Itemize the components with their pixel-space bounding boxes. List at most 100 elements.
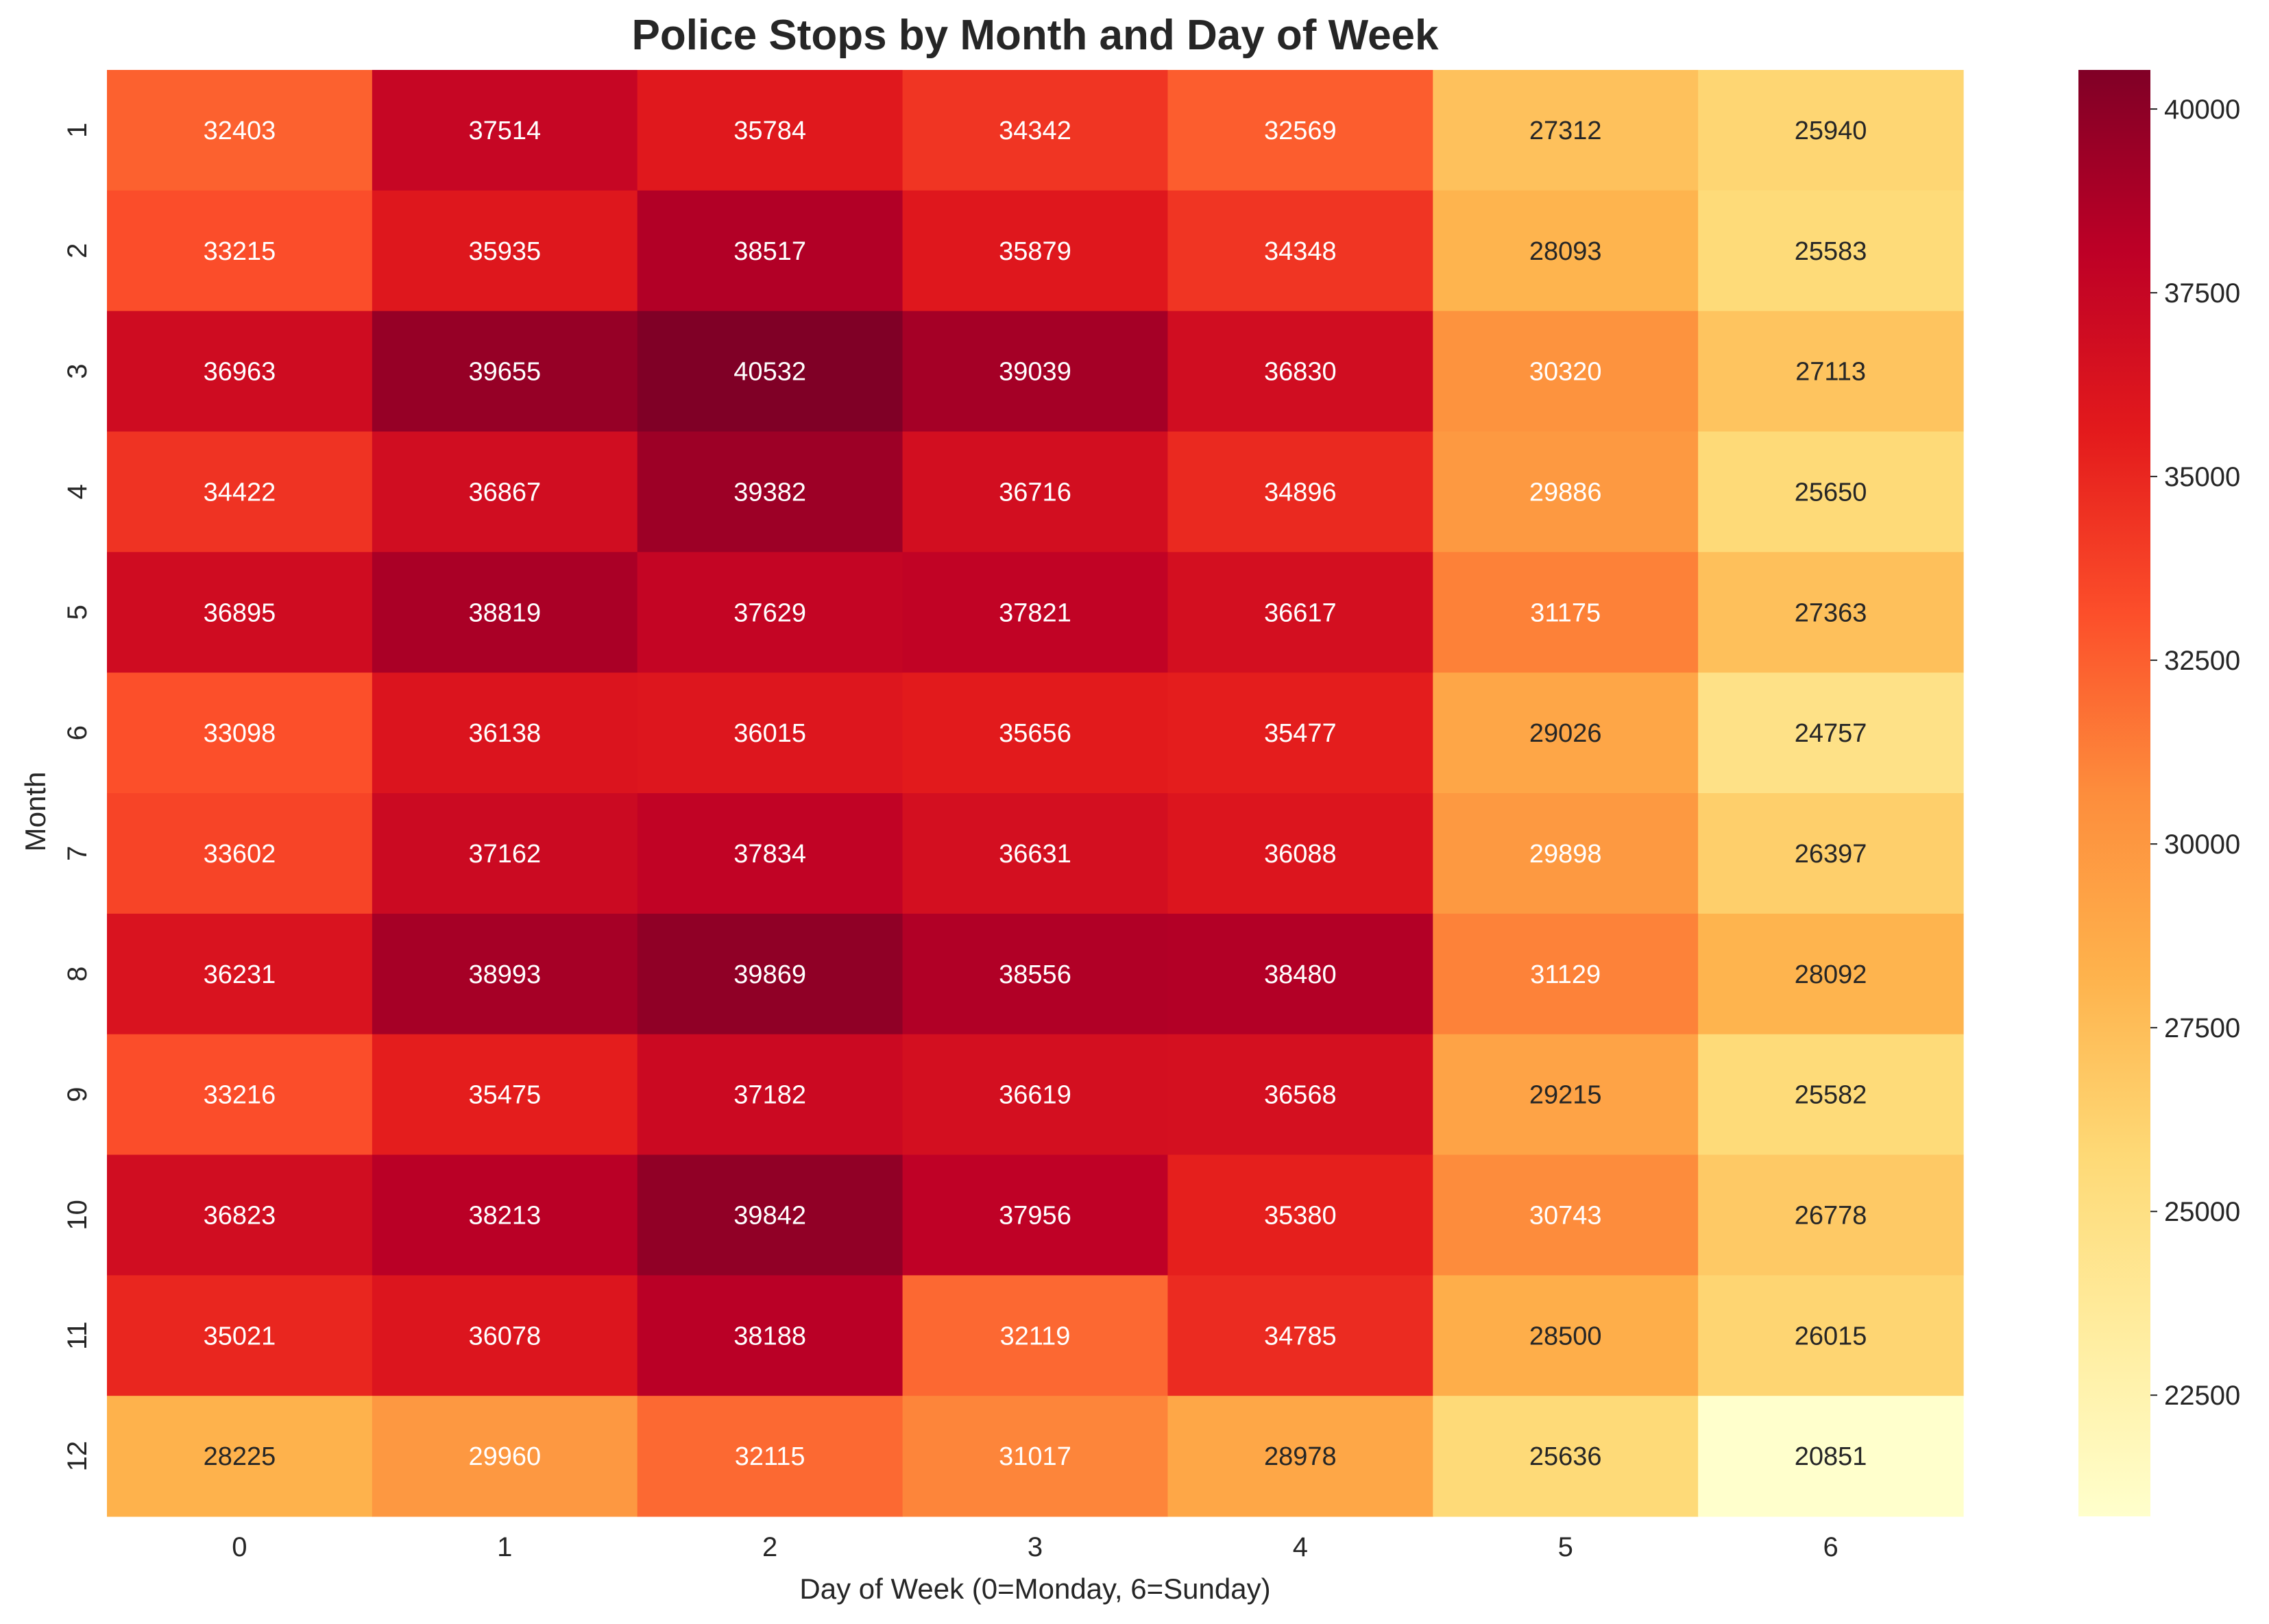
cell-value-label: 36231 [204,960,276,989]
y-tick-label: 2 [62,243,93,258]
heatmap-cell [1433,311,1699,433]
heatmap-cell [1433,70,1699,191]
colorbar-tick-label: 22500 [2164,1381,2240,1411]
heatmap-cell [1167,190,1433,312]
cell-value-label: 35380 [1264,1201,1337,1230]
cell-value-label: 31017 [999,1442,1071,1471]
cell-value-label: 37956 [999,1201,1071,1230]
heatmap-cell [1167,1154,1433,1276]
heatmap-cell [107,190,373,312]
heatmap-cell [372,190,638,312]
cell-value-label: 29026 [1529,719,1602,748]
colorbar-tick-label: 37500 [2164,278,2240,308]
cell-value-label: 25583 [1795,237,1867,266]
cell-value-label: 34342 [999,117,1071,145]
heatmap-cell [637,793,903,914]
heatmap-cell [902,672,1169,794]
heatmap-cell [1698,190,1964,312]
cell-value-label: 38213 [468,1201,541,1230]
heatmap-cell [1433,431,1699,553]
cell-value-label: 37514 [468,117,541,145]
cell-value-label: 36895 [204,598,276,627]
cell-value-label: 27363 [1795,598,1867,627]
heatmap-cell [1698,793,1964,914]
heatmap-cell [902,190,1169,312]
cell-value-label: 39869 [733,960,806,989]
heatmap-cell [107,431,373,553]
cell-value-label: 31129 [1530,960,1601,989]
x-tick-label: 0 [232,1532,247,1562]
y-tick-label: 10 [62,1200,93,1231]
cell-value-label: 29898 [1529,840,1602,869]
cell-value-label: 31175 [1530,598,1601,627]
cell-value-label: 34896 [1264,478,1337,507]
heatmap-cell [902,1154,1169,1276]
y-tick-label: 8 [62,967,93,982]
heatmap-cell [372,70,638,191]
y-tick-label: 12 [62,1441,93,1472]
y-tick-label: 9 [62,1087,93,1102]
cell-value-label: 38993 [468,960,541,989]
cell-value-label: 36823 [204,1201,276,1230]
heatmap-cell [902,793,1169,914]
x-tick-label: 4 [1293,1532,1308,1562]
heatmap-cell [1433,1275,1699,1396]
heatmap-cell [637,913,903,1035]
cell-value-label: 33215 [204,237,276,266]
heatmap-cell [1167,431,1433,553]
heatmap-cell [1167,70,1433,191]
cell-value-label: 25940 [1795,117,1867,145]
cell-value-label: 29886 [1529,478,1602,507]
cell-value-label: 36078 [468,1322,541,1350]
heatmap-cell [372,793,638,914]
heatmap-cell [1698,431,1964,553]
heatmap-cell [1433,1034,1699,1156]
cell-value-label: 28500 [1529,1322,1602,1350]
x-tick-label: 1 [497,1532,512,1562]
x-axis-label: Day of Week (0=Monday, 6=Sunday) [799,1573,1270,1605]
y-tick-label: 4 [62,484,93,499]
cell-value-label: 35879 [999,237,1071,266]
cell-value-label: 37821 [999,598,1071,627]
colorbar-tick-label: 32500 [2164,646,2240,676]
cell-value-label: 36963 [204,358,276,387]
heatmap-cell [372,1275,638,1396]
cell-value-label: 36631 [999,840,1071,869]
heatmap-cell [902,552,1169,673]
cell-value-label: 27312 [1529,117,1602,145]
heatmap-cells: 32403 37514 35784 34342 32569 27312 25940 33215… [107,70,1964,1517]
heatmap-cell [1698,1154,1964,1276]
cell-value-label: 29960 [468,1442,541,1471]
y-tick-label: 5 [62,605,93,620]
heatmap-cell [902,311,1169,433]
heatmap-cell [107,1034,373,1156]
y-tick-label: 1 [62,123,93,138]
heatmap-cell [372,1154,638,1276]
cell-value-label: 35935 [468,237,541,266]
cell-value-label: 35477 [1264,719,1337,748]
cell-value-label: 36867 [468,478,541,507]
heatmap-cell [637,1034,903,1156]
heatmap-cell [1167,793,1433,914]
cell-value-label: 37629 [733,598,806,627]
heatmap-cell [902,1034,1169,1156]
heatmap-cell [1433,1396,1699,1517]
heatmap-cell [902,1396,1169,1517]
cell-value-label: 38517 [733,237,806,266]
cell-value-label: 38188 [733,1322,806,1350]
colorbar-tick-label: 27500 [2164,1013,2240,1043]
cell-value-label: 29215 [1529,1081,1602,1110]
cell-value-label: 34785 [1264,1322,1337,1350]
heatmap-cell [637,1396,903,1517]
cell-value-label: 39655 [468,358,541,387]
heatmap-cell [1698,1396,1964,1517]
heatmap-cell [1698,672,1964,794]
cell-value-label: 30320 [1529,358,1602,387]
cell-value-label: 34422 [204,478,276,507]
x-tick-label: 6 [1823,1532,1838,1562]
heatmap-cell [1698,1034,1964,1156]
heatmap-cell [1698,552,1964,673]
heatmap-cell [1167,311,1433,433]
cell-value-label: 33602 [204,840,276,869]
